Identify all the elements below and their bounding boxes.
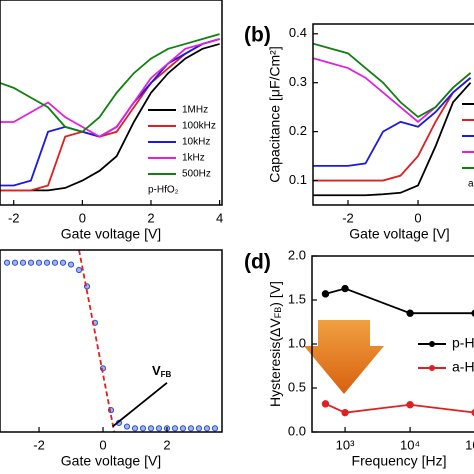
series-line	[325, 403, 474, 414]
plot-frame	[0, 249, 223, 433]
y-axis-label-part: FB	[273, 307, 283, 319]
x-tick-label: 2	[147, 210, 154, 225]
data-point	[59, 259, 67, 266]
legend-marker	[429, 341, 435, 347]
series-line	[0, 33, 220, 133]
legend-note: a-HfO₂	[468, 179, 474, 190]
x-tick-label: -2	[33, 437, 45, 452]
x-tick-label: 0	[414, 210, 421, 225]
data-point	[3, 259, 11, 266]
legend-marker	[429, 365, 435, 371]
series-line	[313, 42, 472, 119]
data-point	[11, 259, 19, 266]
y-axis-label: Capacitance [μF/Cm²]	[267, 46, 283, 182]
series-line	[313, 77, 472, 182]
y-tick-label: 1.5	[288, 291, 306, 306]
legend-label: 1kHz	[182, 153, 205, 164]
series-line	[0, 38, 220, 138]
x-axis-label: Frequency [Hz]	[352, 453, 447, 469]
legend-label: 100kHz	[182, 121, 216, 132]
data-point	[321, 290, 330, 298]
legend-label: a-HfO₂	[452, 359, 474, 375]
series-line	[112, 382, 168, 428]
data-point	[321, 400, 330, 408]
data-point	[131, 425, 139, 432]
x-axis-label: Gate voltage [V]	[61, 226, 161, 242]
legend-note: p-HfO₂	[148, 185, 179, 196]
data-point	[195, 425, 203, 432]
data-point	[75, 266, 83, 274]
panel-label: (d)	[244, 251, 271, 274]
series-line	[313, 57, 472, 124]
annotation-part: V	[152, 363, 161, 378]
x-tick-label: 10⁵	[465, 437, 474, 452]
y-tick-label: 0.0	[288, 423, 306, 438]
y-tick-label: 0.3	[289, 74, 307, 89]
arrow-decoration	[304, 320, 384, 394]
plot-area	[313, 42, 472, 197]
y-tick-label: 1.0	[288, 335, 306, 350]
legend-label: 10kHz	[182, 137, 210, 148]
data-point	[19, 259, 27, 266]
x-tick-label: 10³	[336, 437, 355, 452]
annotation: VFB	[152, 363, 172, 379]
data-point	[139, 425, 147, 432]
data-point	[27, 259, 35, 266]
plot-frame	[0, 0, 223, 206]
legend-label: p-HfO₂	[452, 335, 474, 351]
data-point	[51, 259, 59, 266]
y-axis-label-part: ) [V]	[267, 281, 283, 307]
data-point	[341, 284, 349, 293]
series-line	[78, 250, 116, 432]
data-point	[43, 259, 51, 266]
y-tick-label: 0.2	[289, 123, 307, 138]
legend-label: 1MHz	[182, 105, 208, 116]
y-axis-label-part: Hysteresis(ΔV	[267, 318, 283, 407]
legend-label: 500Hz	[182, 169, 211, 180]
y-tick-label: 2.0	[288, 247, 306, 262]
data-point	[471, 409, 474, 417]
x-tick-label: 10⁴	[400, 437, 420, 452]
x-tick-label: -2	[8, 210, 20, 225]
plot-area	[321, 284, 474, 417]
data-point	[123, 423, 131, 430]
plot-area	[0, 33, 220, 192]
panel-label: (b)	[244, 24, 271, 47]
data-point	[179, 425, 187, 432]
data-point	[171, 425, 179, 432]
data-point	[471, 309, 474, 317]
y-tick-label: 0.1	[289, 172, 307, 187]
series-line	[313, 77, 472, 167]
y-axis-label: Hysteresis(ΔVFB) [V]	[267, 281, 284, 407]
data-point	[203, 425, 211, 432]
data-point	[187, 425, 195, 432]
y-tick-label: 0.5	[288, 379, 306, 394]
x-tick-label: 2	[163, 437, 170, 452]
data-point	[35, 259, 43, 266]
x-axis-label: Gate voltage [V]	[61, 453, 161, 469]
plot-area	[3, 250, 219, 432]
data-point	[155, 425, 163, 432]
series-line	[325, 287, 474, 315]
x-tick-label: -2	[342, 210, 354, 225]
annotation-part: FB	[161, 370, 172, 379]
data-point	[211, 425, 219, 432]
x-tick-label: 0	[79, 210, 86, 225]
data-point	[67, 261, 75, 268]
series-line	[313, 82, 472, 197]
plot-frame	[312, 23, 474, 206]
data-point	[147, 425, 155, 432]
x-tick-label: 4	[216, 210, 223, 225]
y-tick-label: 0.4	[289, 25, 307, 40]
data-point	[406, 401, 414, 409]
data-point	[341, 408, 349, 417]
data-point	[406, 309, 414, 317]
x-tick-label: 0	[99, 437, 106, 452]
x-axis-label: Gate voltage [V]	[349, 226, 449, 242]
